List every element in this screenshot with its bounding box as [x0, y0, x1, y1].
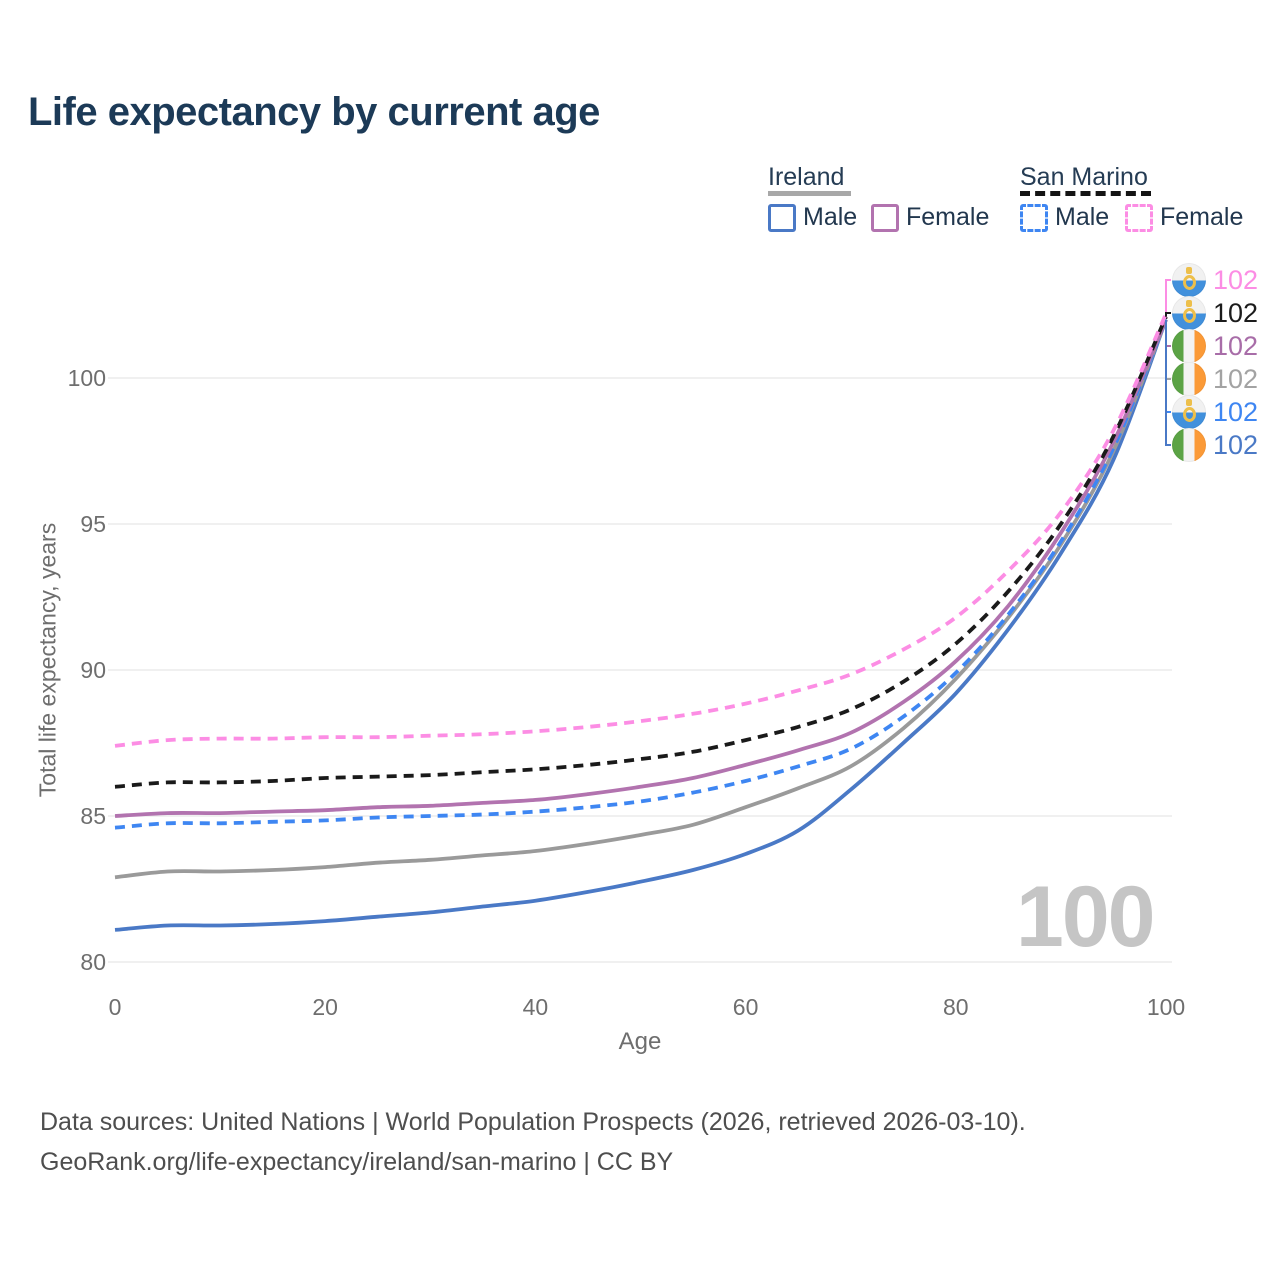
legend-sanmarino-line-sample — [1020, 191, 1151, 196]
legend-group-ireland-header: Ireland — [768, 163, 845, 191]
legend-group-sanmarino-header: San Marino — [1020, 163, 1148, 191]
series-line-ie-total[interactable] — [114, 318, 1168, 880]
end-label-sm-male[interactable]: 102 — [1172, 395, 1258, 429]
x-tick-label-0: 0 — [108, 994, 122, 1020]
end-label-value: 102 — [1213, 363, 1259, 394]
end-label-ie-total[interactable]: 102 — [1172, 362, 1258, 396]
series-line-ie-male[interactable] — [114, 318, 1168, 932]
end-label-value: 102 — [1213, 429, 1259, 460]
leader-line-ie-male — [1165, 319, 1171, 446]
san-marino-flag-icon — [1172, 263, 1206, 297]
ireland-male-swatch-icon — [768, 203, 796, 232]
series-line-sm-male[interactable] — [114, 318, 1168, 830]
chart-title: Life expectancy by current age — [28, 90, 600, 134]
legend-label: Male — [803, 203, 858, 231]
legend-label: Female — [1160, 203, 1244, 231]
end-label-value: 102 — [1213, 297, 1259, 328]
y-tick-label-85: 85 — [80, 803, 106, 829]
end-label-value: 102 — [1213, 396, 1259, 427]
legend-label: Female — [906, 203, 990, 231]
x-tick-label-40: 40 — [522, 994, 549, 1020]
leader-line-sm-male — [1165, 319, 1171, 413]
x-tick-label-20: 20 — [312, 994, 338, 1020]
end-label-value: 102 — [1213, 264, 1259, 295]
data-sources-text: Data sources: United Nations | World Pop… — [40, 1108, 1026, 1136]
ireland-flag-icon — [1172, 428, 1206, 462]
legend-item-sanmarino-female[interactable]: Female — [1125, 203, 1243, 232]
y-tick-label-90: 90 — [80, 657, 106, 683]
attribution-text: GeoRank.org/life-expectancy/ireland/san-… — [40, 1148, 674, 1176]
series-line-ie-female[interactable] — [114, 318, 1168, 818]
age-watermark: 100 — [1016, 869, 1155, 965]
end-label-sm-female[interactable]: 102 — [1172, 263, 1258, 297]
x-axis-title: Age — [618, 1028, 662, 1055]
legend-item-ireland-male[interactable]: Male — [768, 203, 857, 232]
end-label-value: 102 — [1213, 330, 1259, 361]
leader-line-ie-total — [1165, 319, 1171, 380]
ireland-female-swatch-icon — [871, 203, 899, 232]
sanmarino-female-swatch-icon — [1125, 203, 1153, 232]
end-label-sm-total[interactable]: 102 — [1172, 296, 1258, 330]
x-tick-label-60: 60 — [732, 994, 759, 1020]
end-label-ie-female[interactable]: 102 — [1172, 329, 1258, 363]
leader-line-ie-female — [1165, 319, 1171, 347]
y-tick-label-80: 80 — [80, 949, 106, 975]
series-line-sm-female[interactable] — [114, 313, 1168, 748]
legend-item-sanmarino-male[interactable]: Male — [1020, 203, 1109, 232]
series-line-sm-total[interactable] — [114, 315, 1168, 789]
y-tick-label-95: 95 — [80, 511, 106, 537]
ireland-flag-icon — [1172, 362, 1206, 396]
leader-line-sm-female — [1165, 279, 1171, 314]
end-label-ie-male[interactable]: 102 — [1172, 428, 1258, 462]
x-tick-label-100: 100 — [1146, 994, 1186, 1020]
x-tick-label-80: 80 — [943, 994, 969, 1020]
sanmarino-male-swatch-icon — [1020, 203, 1048, 232]
legend-label: Male — [1055, 203, 1110, 231]
y-tick-label-100: 100 — [67, 365, 106, 391]
legend-ireland-line-sample — [768, 191, 851, 196]
san-marino-flag-icon — [1172, 296, 1206, 330]
legend-item-ireland-female[interactable]: Female — [871, 203, 989, 232]
ireland-flag-icon — [1172, 329, 1206, 363]
san-marino-flag-icon — [1172, 395, 1206, 429]
leader-line-sm-total — [1165, 312, 1171, 317]
